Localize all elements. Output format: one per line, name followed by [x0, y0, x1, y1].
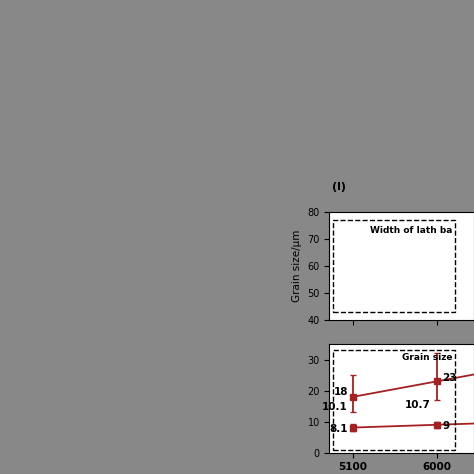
Text: 10.7: 10.7 [405, 400, 431, 410]
Text: (l): (l) [332, 182, 346, 192]
Text: Width of lath ba: Width of lath ba [370, 226, 453, 235]
Y-axis label: Grain size/μm: Grain size/μm [292, 230, 302, 302]
Text: 10.1: 10.1 [321, 401, 347, 412]
Bar [333, 350, 456, 449]
Text: 18: 18 [334, 387, 348, 397]
Text: Grain size: Grain size [402, 354, 453, 363]
Bar [333, 220, 456, 312]
Text: 9: 9 [442, 421, 449, 431]
Text: 8.1: 8.1 [329, 424, 348, 434]
Text: 23: 23 [442, 374, 457, 383]
